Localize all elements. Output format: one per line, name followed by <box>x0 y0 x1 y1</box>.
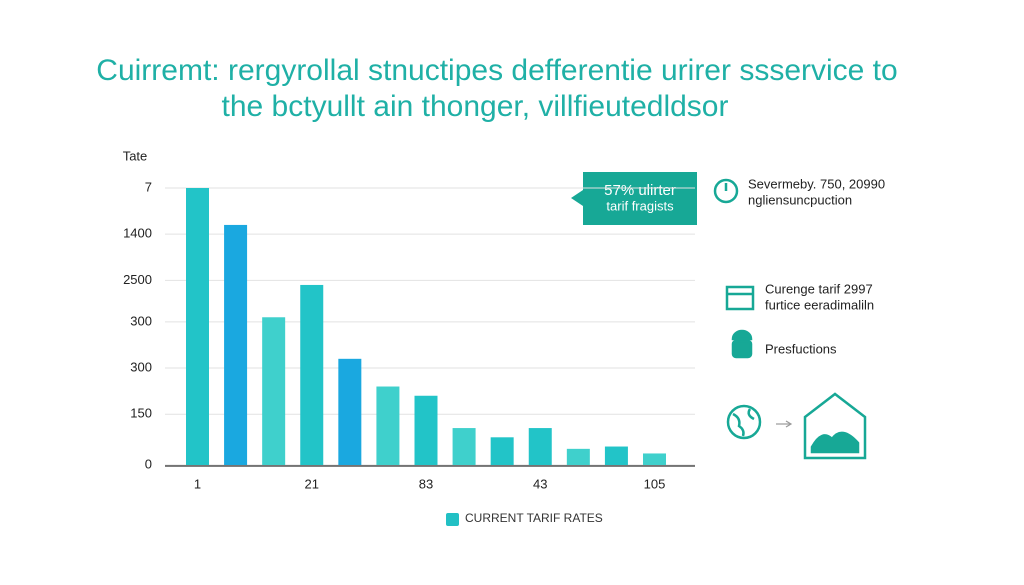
callout-text: 57% ulirter <box>604 182 676 199</box>
y-tick-label: 2500 <box>123 272 152 287</box>
globe-icon <box>726 404 762 440</box>
y-tick-label: 300 <box>130 313 152 328</box>
arrow-head <box>785 420 793 428</box>
house-chart <box>810 431 860 454</box>
bar <box>566 448 590 465</box>
y-tick-label: 1400 <box>123 226 152 241</box>
x-tick-label: 43 <box>533 476 547 491</box>
bar <box>300 284 324 465</box>
bar <box>452 428 476 465</box>
chart-title: the bctyullt ain thonger, villfieutedlds… <box>222 90 729 123</box>
bar <box>224 224 248 465</box>
store-icon <box>725 285 755 311</box>
android-icon <box>731 339 753 359</box>
side-note: Presfuctions <box>765 341 837 356</box>
y-tick-label: 7 <box>145 179 152 194</box>
bar <box>528 428 552 465</box>
y-tick-label: 300 <box>130 359 152 374</box>
side-note: ngliensuncpuction <box>748 192 852 207</box>
house-icon <box>803 392 867 460</box>
bar <box>262 317 286 465</box>
callout-text: tarif fragists <box>606 198 674 213</box>
chart-title: Cuirremt: rergyrollal stnuctipes deffere… <box>96 54 897 87</box>
x-tick-label: 105 <box>644 476 666 491</box>
android-head <box>731 329 753 341</box>
side-note: Curenge tarif 2997 <box>765 281 873 296</box>
x-tick-label: 83 <box>419 476 433 491</box>
bar <box>604 446 628 465</box>
bar <box>376 386 400 465</box>
side-note: furtice eeradimaliln <box>765 297 874 312</box>
y-tick-label: 0 <box>145 456 152 471</box>
globe-land <box>732 408 755 437</box>
callout: 57% ulirter tarif fragists <box>571 172 697 225</box>
legend-swatch <box>446 513 459 526</box>
bar <box>414 395 438 465</box>
x-tick-label: 21 <box>305 476 319 491</box>
legend-label: CURRENT TARIF RATES <box>465 511 603 525</box>
bar <box>643 453 666 465</box>
bar <box>186 188 209 465</box>
clock-icon <box>713 178 739 204</box>
y-tick-label: 150 <box>130 406 152 421</box>
bar <box>490 437 514 465</box>
callout-box <box>571 172 697 225</box>
side-note: Severmeby. 750, 20990 <box>748 176 885 191</box>
y-axis-title: Tate <box>123 148 148 163</box>
x-tick-label: 1 <box>194 476 201 491</box>
side-icons <box>713 178 867 460</box>
bar <box>338 358 362 465</box>
